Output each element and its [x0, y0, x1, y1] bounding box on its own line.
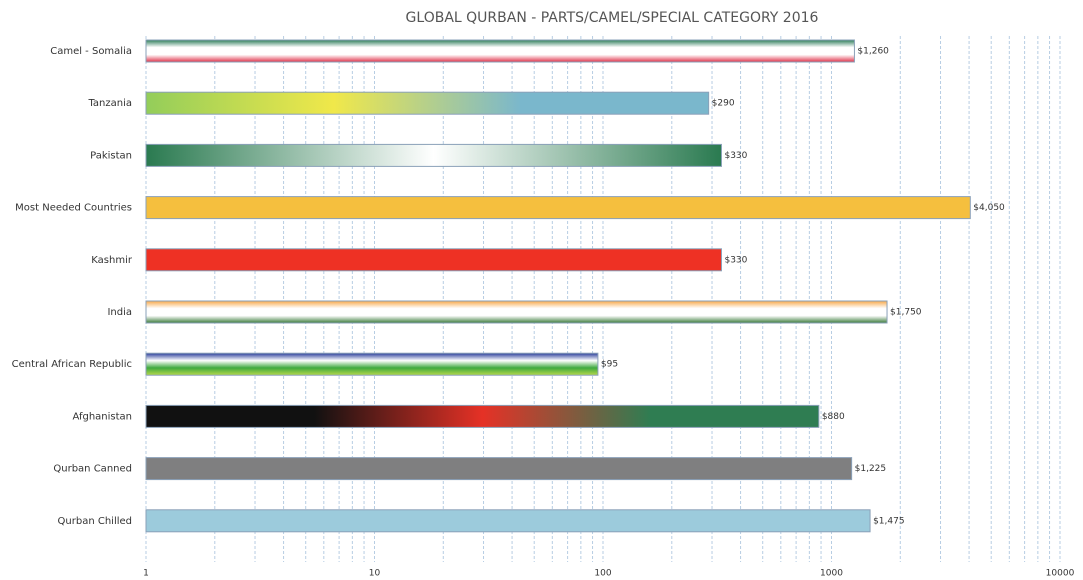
x-tick-label: 10 — [369, 569, 381, 579]
data-label: $330 — [724, 255, 747, 265]
data-label: $1,750 — [890, 308, 922, 318]
bar — [145, 457, 853, 481]
bar — [145, 39, 855, 63]
y-tick-label: Afghanistan — [72, 411, 132, 422]
data-label: $1,475 — [873, 516, 905, 526]
chart-title: GLOBAL QURBAN - PARTS/CAMEL/SPECIAL CATE… — [406, 10, 819, 26]
data-label: $1,260 — [857, 47, 889, 57]
bar — [145, 143, 722, 167]
bar — [145, 509, 871, 533]
x-tick-label: 1 — [143, 569, 149, 579]
data-label: $330 — [724, 151, 747, 161]
data-label: $4,050 — [973, 203, 1005, 213]
bar — [145, 404, 820, 428]
y-tick-label: Central African Republic — [12, 359, 132, 370]
y-tick-label: Qurban Canned — [53, 464, 132, 475]
y-tick-label: India — [107, 307, 132, 318]
x-tick-label: 100 — [594, 569, 611, 579]
y-tick-label: Camel - Somalia — [50, 46, 132, 57]
y-tick-label: Qurban Chilled — [58, 516, 132, 527]
x-tick-label: 1000 — [820, 569, 843, 579]
bar — [145, 196, 971, 220]
bar — [145, 300, 888, 324]
data-label: $1,225 — [855, 464, 887, 474]
data-label: $95 — [601, 360, 618, 370]
x-tick-label: 10000 — [1046, 569, 1075, 579]
y-tick-label: Kashmir — [91, 255, 133, 266]
bar — [145, 91, 710, 115]
y-tick-label: Tanzania — [87, 98, 132, 109]
y-tick-label: Pakistan — [90, 150, 132, 161]
data-label: $880 — [822, 412, 845, 422]
data-label: $290 — [712, 99, 735, 109]
bar — [145, 352, 599, 376]
bar — [145, 248, 722, 272]
y-tick-label: Most Needed Countries — [15, 203, 132, 214]
